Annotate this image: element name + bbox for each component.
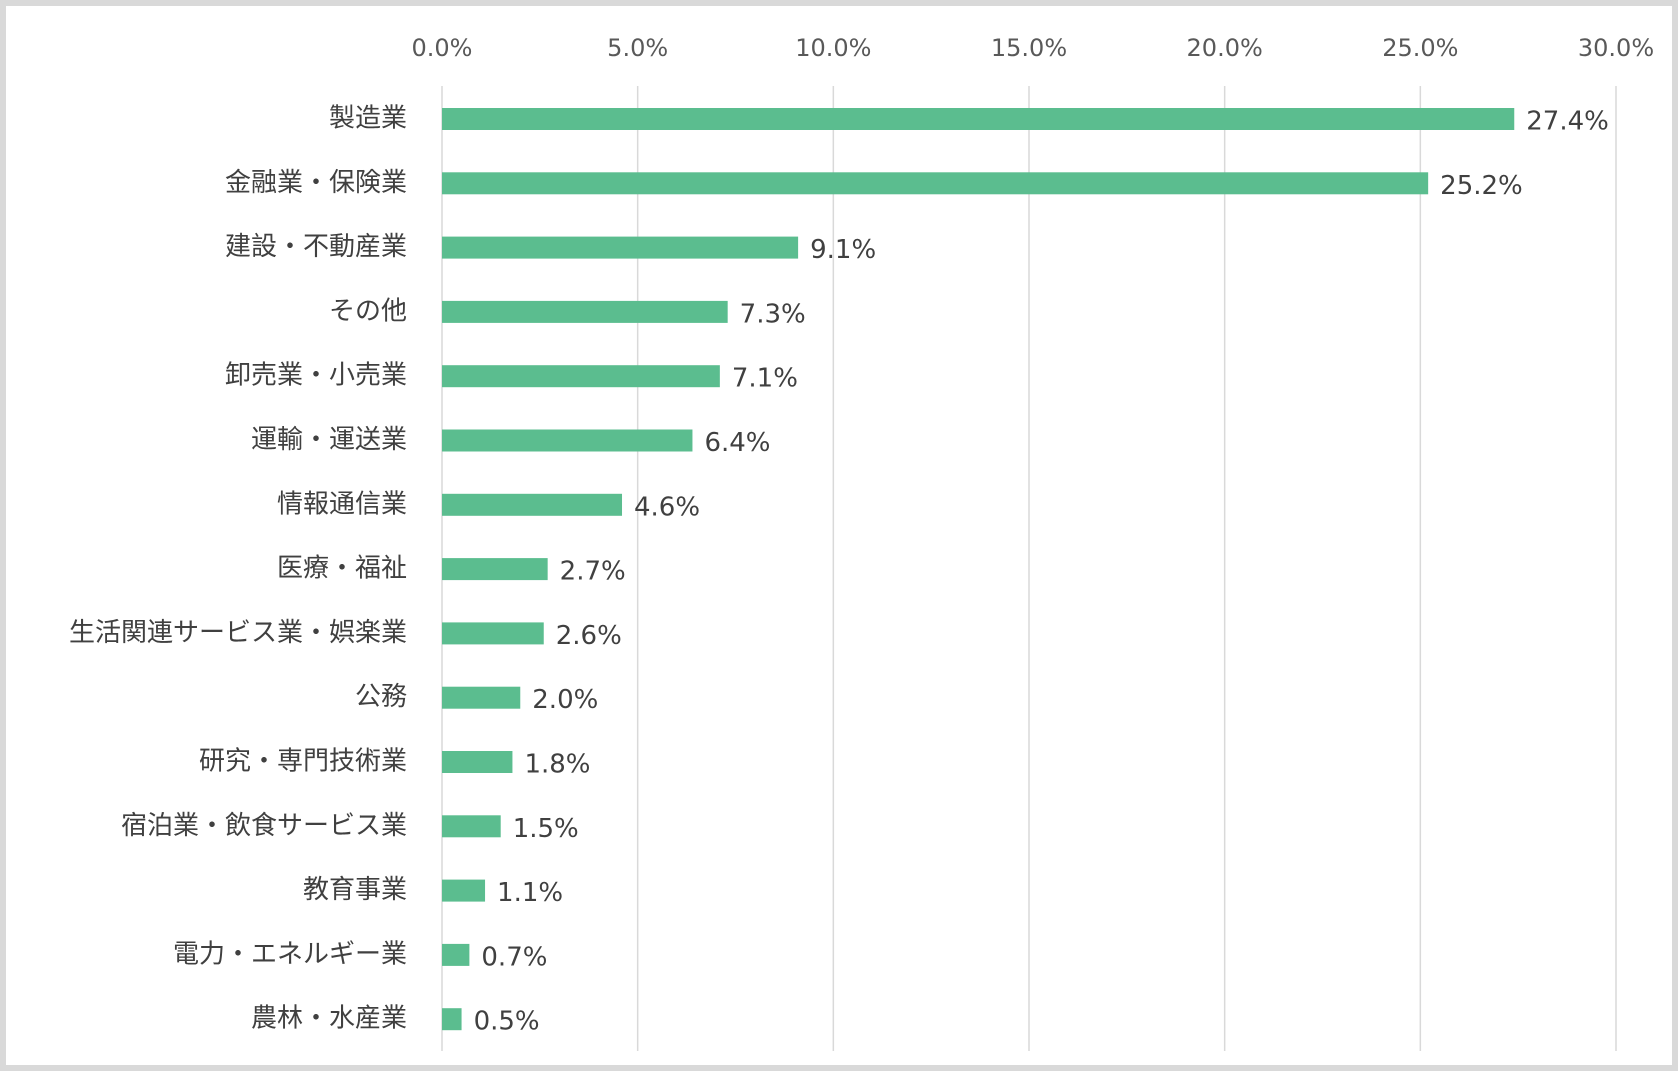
data-label: 1.5%	[513, 814, 579, 844]
bar	[442, 108, 1515, 130]
data-label: 0.7%	[481, 942, 547, 972]
category-label: 情報通信業	[277, 489, 407, 519]
category-label: 農林・水産業	[251, 1004, 407, 1034]
data-label: 2.7%	[560, 557, 626, 587]
x-tick-label: 5.0%	[607, 34, 668, 62]
category-label: 宿泊業・飲食サービス業	[121, 811, 407, 841]
category-label: 電力・エネルギー業	[173, 939, 407, 969]
bar	[442, 236, 799, 259]
x-tick-label: 10.0%	[795, 34, 871, 62]
category-label: 研究・専門技術業	[199, 747, 407, 777]
bar	[442, 751, 513, 773]
bar	[442, 943, 470, 966]
data-label: 25.2%	[1440, 171, 1523, 201]
x-axis-ticks: 0.0% 5.0% 10.0% 15.0% 20.0% 25.0% 30.0%	[412, 34, 1655, 62]
data-label: 1.8%	[524, 750, 590, 780]
category-label: 卸売業・小売業	[225, 361, 407, 391]
category-label: その他	[329, 296, 407, 326]
data-label: 1.1%	[497, 878, 563, 908]
category-labels: 製造業金融業・保険業建設・不動産業その他卸売業・小売業運輸・運送業情報通信業医療…	[69, 104, 407, 1034]
data-label: 2.6%	[556, 621, 622, 651]
category-label: 公務	[355, 682, 407, 712]
data-label: 0.5%	[474, 1007, 540, 1037]
x-tick-label: 15.0%	[991, 34, 1067, 62]
x-tick-label: 25.0%	[1382, 34, 1458, 62]
category-label: 生活関連サービス業・娯楽業	[69, 618, 407, 648]
category-label: 運輸・運送業	[251, 425, 407, 455]
bar	[442, 1008, 462, 1031]
category-label: 金融業・保険業	[225, 168, 407, 198]
x-tick-label: 30.0%	[1578, 34, 1654, 62]
bar-chart: 0.0% 5.0% 10.0% 15.0% 20.0% 25.0% 30.0% 製造業金融業…	[69, 34, 1655, 1051]
bar	[442, 493, 623, 516]
data-label: 4.6%	[634, 492, 700, 522]
category-label: 製造業	[329, 104, 407, 134]
bar	[442, 429, 693, 452]
data-label: 2.0%	[532, 685, 598, 715]
bar	[442, 622, 544, 645]
bar	[442, 365, 720, 388]
bars	[442, 108, 1515, 1031]
data-label: 7.3%	[740, 299, 806, 329]
data-label: 27.4%	[1526, 107, 1609, 137]
bar	[442, 558, 548, 581]
bar	[442, 879, 486, 902]
category-label: 教育事業	[303, 875, 407, 905]
x-tick-label: 20.0%	[1187, 34, 1263, 62]
data-label: 7.1%	[732, 364, 798, 394]
data-label: 9.1%	[810, 235, 876, 265]
category-label: 建設・不動産業	[225, 232, 407, 262]
data-labels: 27.4% 25.2% 9.1% 7.3% 7.1% 6.4% 4.6% 2.7% 2.6% 2.…	[474, 107, 1609, 1037]
bar	[442, 815, 501, 838]
bar	[442, 300, 728, 323]
bar	[442, 686, 521, 709]
bar	[442, 172, 1429, 195]
category-label: 医療・福祉	[277, 554, 407, 584]
data-label: 6.4%	[704, 428, 770, 458]
x-tick-label: 0.0%	[412, 34, 473, 62]
